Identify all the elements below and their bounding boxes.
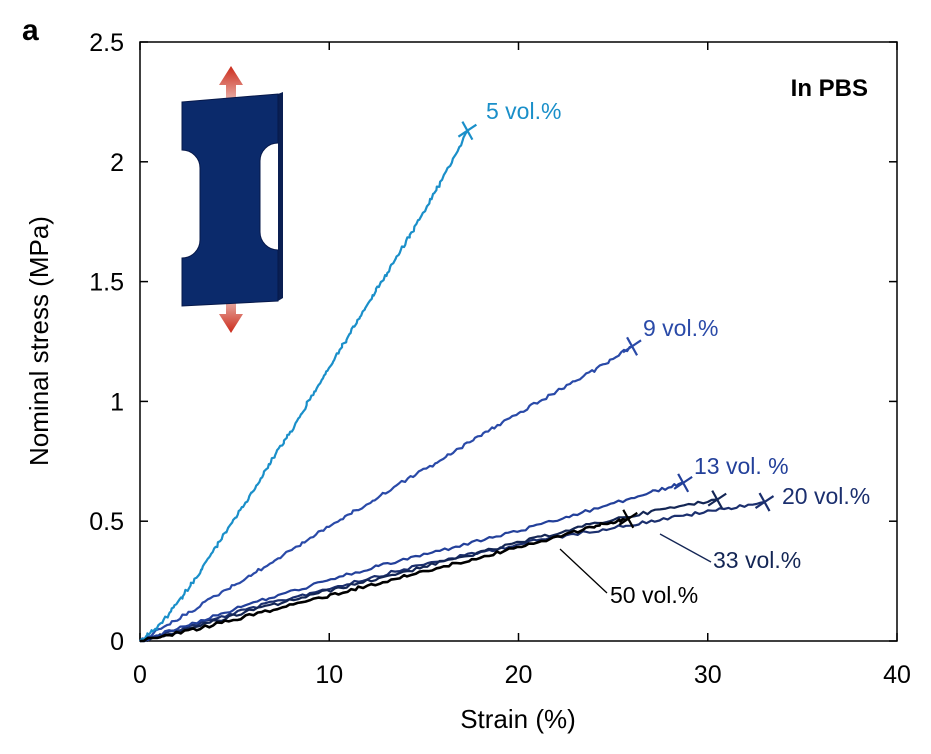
leader-line-50 bbox=[559, 548, 608, 594]
y-tick-label: 0 bbox=[110, 628, 124, 656]
y-tick-label: 1 bbox=[110, 388, 124, 416]
series-line-2 bbox=[139, 481, 684, 643]
x-tick-label: 30 bbox=[694, 661, 722, 689]
y-tick-label: 2.5 bbox=[89, 29, 124, 57]
series-line-4 bbox=[139, 498, 718, 643]
x-tick-label: 40 bbox=[883, 661, 911, 689]
x-tick-label: 20 bbox=[505, 661, 533, 689]
leader-line-33 bbox=[659, 533, 712, 563]
break-marker-5 bbox=[618, 509, 638, 529]
break-marker-1 bbox=[622, 336, 642, 356]
tension-arrow-down-icon bbox=[219, 300, 243, 333]
series-label-5: 5 vol.% bbox=[486, 98, 561, 124]
break-marker-4 bbox=[707, 490, 727, 510]
specimen-icon bbox=[181, 66, 283, 333]
x-tick-label: 0 bbox=[133, 661, 147, 689]
panel-label: a bbox=[22, 14, 39, 47]
x-axis-label: Strain (%) bbox=[460, 704, 576, 734]
y-tick-label: 1.5 bbox=[89, 269, 124, 297]
break-marker-3 bbox=[754, 492, 775, 512]
series-label-9: 9 vol.% bbox=[643, 315, 718, 341]
in-pbs-annotation: In PBS bbox=[791, 75, 868, 102]
series-label-13: 13 vol. % bbox=[694, 453, 789, 479]
y-axis-label: Nominal stress (MPa) bbox=[24, 216, 54, 466]
series-line-5 bbox=[139, 517, 629, 643]
break-marker-0 bbox=[457, 121, 478, 141]
series-line-1 bbox=[139, 345, 633, 642]
tension-arrow-up-icon bbox=[219, 66, 243, 100]
series-label-33: 33 vol.% bbox=[713, 547, 801, 573]
break-marker-2 bbox=[673, 473, 693, 493]
series-label-50: 50 vol.% bbox=[610, 582, 698, 608]
series-label-20: 20 vol.% bbox=[782, 483, 870, 509]
y-tick-label: 2 bbox=[110, 149, 124, 177]
y-tick-label: 0.5 bbox=[89, 508, 124, 536]
x-tick-label: 10 bbox=[315, 661, 343, 689]
series-line-0 bbox=[139, 130, 469, 642]
